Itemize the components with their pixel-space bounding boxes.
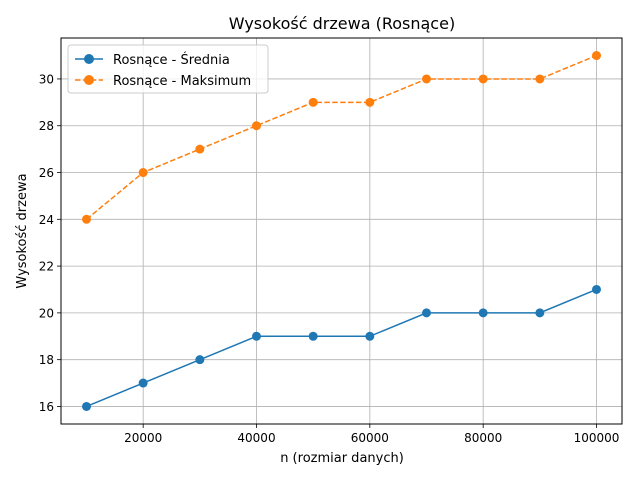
legend-box <box>67 44 269 94</box>
data-point-average <box>82 401 91 411</box>
x-axis-label: n (rozmiar danych) <box>280 451 404 466</box>
data-point-maximum <box>308 97 318 107</box>
axis-ticks: 20000 40000 60000 80000 100000 16 18 20 22 24 26 28… <box>39 72 620 445</box>
data-point-maximum <box>422 74 431 84</box>
data-point-maximum <box>252 121 261 131</box>
legend-label-maximum: Rosnące - Maksimum <box>113 74 251 89</box>
data-point-average <box>535 308 545 318</box>
y-tick-label: 26 <box>39 166 54 180</box>
y-tick-label: 24 <box>39 213 54 227</box>
series-line-average <box>86 288 597 408</box>
series-average <box>82 284 601 411</box>
y-tick-label: 30 <box>39 72 54 86</box>
y-tick-label: 16 <box>39 400 54 414</box>
legend-marker-maximum <box>84 75 94 85</box>
x-tick-label: 40000 <box>237 431 275 445</box>
data-point-maximum <box>535 74 545 84</box>
x-tick-label: 60000 <box>351 431 389 445</box>
data-point-average <box>365 331 375 341</box>
chart-title: Wysokość drzewa (Rosnące) <box>229 14 455 33</box>
x-tick-label: 80000 <box>464 431 502 445</box>
data-point-average <box>138 378 148 388</box>
data-point-maximum <box>82 214 91 224</box>
x-tick-label: 20000 <box>124 431 162 445</box>
data-point-average <box>592 284 601 294</box>
y-axis-label: Wysokość drzewa <box>15 173 30 288</box>
x-tick-label: 100000 <box>574 431 620 445</box>
data-point-average <box>422 308 431 318</box>
data-point-maximum <box>138 168 148 178</box>
plot-area <box>61 38 622 424</box>
plot-frame <box>60 37 623 425</box>
series-layer <box>82 51 601 411</box>
data-point-average <box>308 331 318 341</box>
y-tick-label: 18 <box>39 353 54 367</box>
data-point-maximum <box>365 97 375 107</box>
legend-label-average: Rosnące - Średnia <box>113 52 230 68</box>
legend: Rosnące - Średnia Rosnące - Maksimum <box>67 44 269 94</box>
data-point-maximum <box>592 51 601 61</box>
data-point-average <box>195 355 205 365</box>
data-point-average <box>478 308 488 318</box>
series-maximum <box>82 51 601 224</box>
y-tick-label: 20 <box>39 306 54 320</box>
legend-marker-average <box>84 54 94 64</box>
data-point-maximum <box>195 144 205 154</box>
y-tick-label: 22 <box>39 260 54 274</box>
data-point-average <box>252 331 261 341</box>
data-point-maximum <box>478 74 488 84</box>
series-line-maximum <box>86 54 597 220</box>
y-tick-label: 28 <box>39 119 54 133</box>
